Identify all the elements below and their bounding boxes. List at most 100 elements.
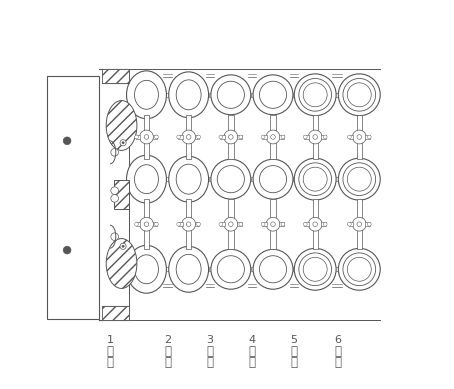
Circle shape [134, 222, 138, 226]
Bar [251, 267, 253, 271]
Bar [279, 135, 284, 139]
Circle shape [111, 149, 118, 156]
Circle shape [347, 135, 351, 139]
Bar [208, 93, 211, 97]
Text: 倒: 倒 [206, 345, 213, 358]
Circle shape [120, 140, 126, 146]
Bar [103, 69, 129, 83]
Text: 整: 整 [291, 345, 298, 358]
Bar [293, 177, 295, 181]
Bar [47, 75, 99, 319]
Circle shape [111, 233, 118, 240]
Circle shape [227, 221, 235, 228]
Bar [305, 222, 309, 226]
Circle shape [219, 222, 223, 226]
Circle shape [217, 81, 244, 109]
Ellipse shape [176, 254, 201, 284]
Bar [208, 267, 211, 271]
Circle shape [281, 135, 285, 139]
Bar [103, 306, 129, 320]
Bar [279, 222, 284, 226]
Circle shape [269, 133, 277, 141]
Circle shape [271, 222, 275, 226]
Circle shape [347, 257, 371, 281]
Text: 4: 4 [248, 335, 256, 345]
Text: 2: 2 [164, 335, 171, 345]
Ellipse shape [169, 246, 208, 292]
Circle shape [347, 167, 371, 191]
Circle shape [367, 135, 371, 139]
Circle shape [313, 222, 317, 226]
Circle shape [120, 243, 126, 249]
Text: 料: 料 [335, 356, 342, 369]
Circle shape [228, 135, 233, 139]
Circle shape [139, 217, 153, 231]
Circle shape [122, 245, 124, 247]
Circle shape [217, 256, 244, 283]
Circle shape [343, 163, 375, 196]
Text: 形: 形 [291, 356, 298, 369]
Circle shape [211, 249, 251, 289]
Circle shape [343, 253, 375, 286]
Bar [356, 115, 362, 159]
Bar [228, 115, 233, 159]
Circle shape [253, 249, 293, 289]
Circle shape [253, 75, 293, 115]
Circle shape [143, 133, 150, 141]
Circle shape [111, 194, 118, 202]
Circle shape [294, 248, 336, 290]
Circle shape [228, 222, 233, 226]
Bar [270, 199, 276, 249]
Circle shape [186, 222, 191, 226]
Circle shape [259, 81, 286, 109]
Circle shape [347, 83, 371, 107]
Circle shape [154, 222, 158, 226]
Circle shape [144, 135, 149, 139]
Bar [167, 93, 169, 97]
Circle shape [338, 158, 380, 200]
Circle shape [294, 158, 336, 200]
Circle shape [261, 135, 265, 139]
Circle shape [239, 222, 243, 226]
Circle shape [266, 217, 280, 231]
Ellipse shape [176, 164, 201, 194]
Bar [237, 135, 242, 139]
Bar [178, 135, 183, 139]
Circle shape [303, 83, 327, 107]
Circle shape [266, 130, 280, 144]
Circle shape [343, 79, 375, 111]
Ellipse shape [134, 255, 158, 284]
Ellipse shape [134, 81, 158, 109]
Circle shape [134, 135, 138, 139]
Ellipse shape [106, 238, 137, 289]
Text: 孔: 孔 [164, 356, 171, 369]
Circle shape [182, 217, 196, 231]
Circle shape [338, 248, 380, 290]
Bar [321, 222, 326, 226]
Bar [335, 93, 339, 97]
Circle shape [259, 166, 286, 193]
Circle shape [338, 74, 380, 116]
Circle shape [311, 221, 319, 228]
Text: 5: 5 [291, 335, 298, 345]
Circle shape [259, 256, 286, 283]
Circle shape [143, 221, 150, 228]
Bar [365, 135, 370, 139]
Circle shape [177, 135, 181, 139]
Circle shape [211, 75, 251, 115]
Circle shape [352, 130, 366, 144]
Circle shape [185, 221, 192, 228]
Circle shape [308, 130, 322, 144]
Bar [167, 267, 169, 271]
Bar [220, 222, 225, 226]
Bar [293, 93, 295, 97]
Circle shape [303, 135, 307, 139]
Circle shape [352, 217, 366, 231]
Bar [349, 222, 353, 226]
Circle shape [299, 79, 331, 111]
Ellipse shape [169, 156, 208, 202]
Circle shape [186, 135, 191, 139]
Circle shape [144, 222, 149, 226]
Bar [270, 115, 276, 159]
Bar [195, 222, 199, 226]
